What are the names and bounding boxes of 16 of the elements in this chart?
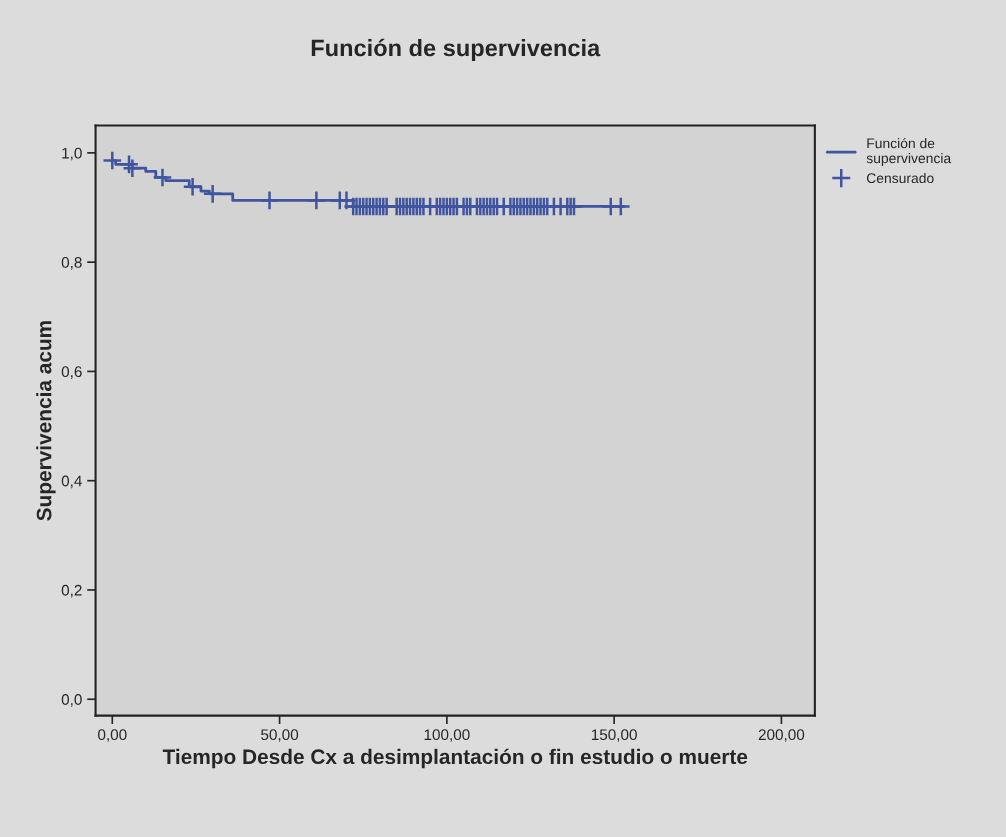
y-tick-label: 0,2: [61, 584, 82, 598]
x-tick-label: 150,00: [591, 729, 637, 742]
y-tick-label: 0,0: [61, 694, 82, 707]
x-tick-label: 100,00: [424, 729, 470, 742]
x-tick-label: 0,00: [98, 729, 127, 742]
y-tick-label: 1,0: [62, 147, 82, 161]
legend-label: Censurado: [866, 172, 934, 184]
chart-title: Función de supervivencia: [311, 38, 601, 61]
y-tick-label: 0,4: [61, 475, 82, 489]
y-axis-title: Supervivencia acum: [36, 321, 56, 521]
y-tick-label: 0,8: [61, 257, 82, 270]
y-tick-label: 0,6: [61, 366, 82, 379]
x-axis-title: Tiempo Desde Cx a desimplantación o fin estudio o muerte: [162, 748, 748, 769]
x-tick-label: 200,00: [758, 729, 805, 742]
x-tick-label: 50,00: [261, 729, 299, 742]
legend-label: Función de supervivencia: [866, 137, 952, 166]
